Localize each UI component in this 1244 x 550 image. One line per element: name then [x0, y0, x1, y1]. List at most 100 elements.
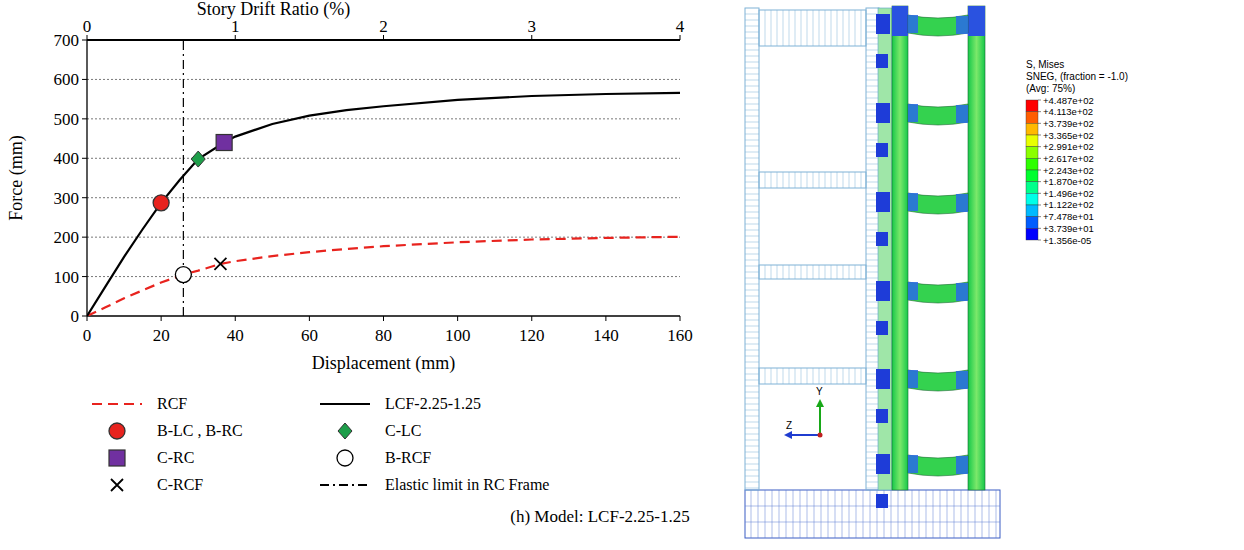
mesh-line [837, 172, 838, 188]
colorbar-tick [1038, 146, 1041, 147]
mesh-line [866, 224, 879, 225]
fe-model: YZ [745, 6, 1000, 538]
x-tick [235, 316, 236, 321]
x2-tick-label: 1 [231, 17, 240, 36]
mesh-line [866, 398, 879, 399]
mesh-line [745, 522, 1000, 523]
colorbar-label: +3.739e+01 [1043, 223, 1094, 234]
plot-area [87, 40, 680, 316]
mesh-line [745, 356, 759, 357]
mesh-line [996, 490, 997, 538]
x-tick [87, 316, 88, 321]
y-axis-line [86, 40, 87, 316]
mesh-line [745, 218, 759, 219]
point [216, 135, 232, 151]
mesh-line [745, 134, 759, 135]
mesh-line [813, 368, 814, 384]
mesh-line [745, 224, 759, 225]
x-tick [457, 316, 458, 321]
stress-patch [876, 54, 888, 68]
mesh-line [745, 92, 759, 93]
beam [908, 193, 968, 214]
mesh-line [866, 44, 879, 45]
mesh-line [745, 32, 759, 33]
figure: 0100200300400500600700020406080100120140… [0, 0, 1244, 550]
mesh-line [765, 490, 766, 538]
mesh-line [905, 490, 906, 538]
mesh-line [745, 482, 759, 483]
mesh-line [745, 44, 759, 45]
mesh-line [866, 230, 879, 231]
colorbar-tick [1038, 100, 1041, 101]
colorbar-label: +2.617e+02 [1043, 153, 1094, 164]
mesh-line [745, 188, 759, 189]
colorbar-title: S, Mises [1026, 59, 1064, 70]
mesh-line [807, 265, 808, 279]
mesh-line [866, 440, 879, 441]
mesh-line [866, 176, 879, 177]
colorbar-tick [1038, 158, 1041, 159]
legend-label: C-RC [157, 449, 194, 466]
mesh-line [856, 490, 857, 538]
triad-arrow [816, 399, 824, 407]
mesh-line [745, 170, 759, 171]
grid-line [87, 158, 680, 159]
mesh-line [783, 265, 784, 279]
stress-patch [956, 371, 968, 389]
grid-line [87, 197, 680, 198]
mesh-line [745, 314, 759, 315]
mesh-line [745, 404, 759, 405]
mesh-line [807, 172, 808, 188]
y-tick-label: 300 [54, 189, 80, 208]
mesh-line [866, 170, 879, 171]
mesh-line [866, 344, 879, 345]
mesh-line [866, 38, 879, 39]
legend-label: C-LC [385, 422, 421, 439]
colorbar-tick [1038, 135, 1041, 136]
mesh-line [866, 260, 879, 261]
mesh-line [814, 490, 815, 538]
mesh-line [801, 10, 802, 46]
mesh-line [786, 490, 787, 538]
mesh-line [954, 490, 955, 538]
x2-axis-title: Story Drift Ratio (%) [197, 0, 350, 20]
mesh-line [745, 434, 759, 435]
mesh-line [866, 92, 879, 93]
mesh-line [919, 490, 920, 538]
mesh-line [866, 140, 879, 141]
mesh-line [745, 392, 759, 393]
stress-patch [876, 103, 890, 123]
colorbar-label: +1.870e+02 [1043, 176, 1094, 187]
mesh-line [982, 490, 983, 538]
series-line [87, 237, 680, 316]
y-tick-label: 500 [54, 110, 80, 129]
mesh-line [745, 206, 759, 207]
legend-swatch [337, 450, 353, 466]
beam [908, 455, 968, 476]
mesh-line [745, 296, 759, 297]
colorbar-band [1026, 182, 1038, 194]
mesh-line [843, 265, 844, 279]
mesh-line [813, 172, 814, 188]
stress-patch [908, 282, 918, 300]
mesh-line [789, 10, 790, 46]
mesh-line [866, 350, 879, 351]
mesh-line [745, 464, 759, 465]
mesh-line [975, 490, 976, 538]
colorbar-tick [1038, 193, 1041, 194]
mesh-line [968, 490, 969, 538]
colorbar-tick [1038, 204, 1041, 205]
mesh-line [772, 490, 773, 538]
mesh-line [745, 266, 759, 267]
mesh-line [837, 368, 838, 384]
mesh-line [807, 368, 808, 384]
mesh-line [745, 152, 759, 153]
mesh-line [801, 368, 802, 384]
wire-member [759, 368, 866, 384]
mesh-line [789, 265, 790, 279]
wire-member [759, 265, 866, 279]
mesh-line [842, 490, 843, 538]
mesh-line [866, 278, 879, 279]
x-tick [531, 316, 532, 321]
legend: RCFLCF-2.25-1.25B-LC , B-RCC-LCC-RCB-RCF… [92, 395, 549, 493]
